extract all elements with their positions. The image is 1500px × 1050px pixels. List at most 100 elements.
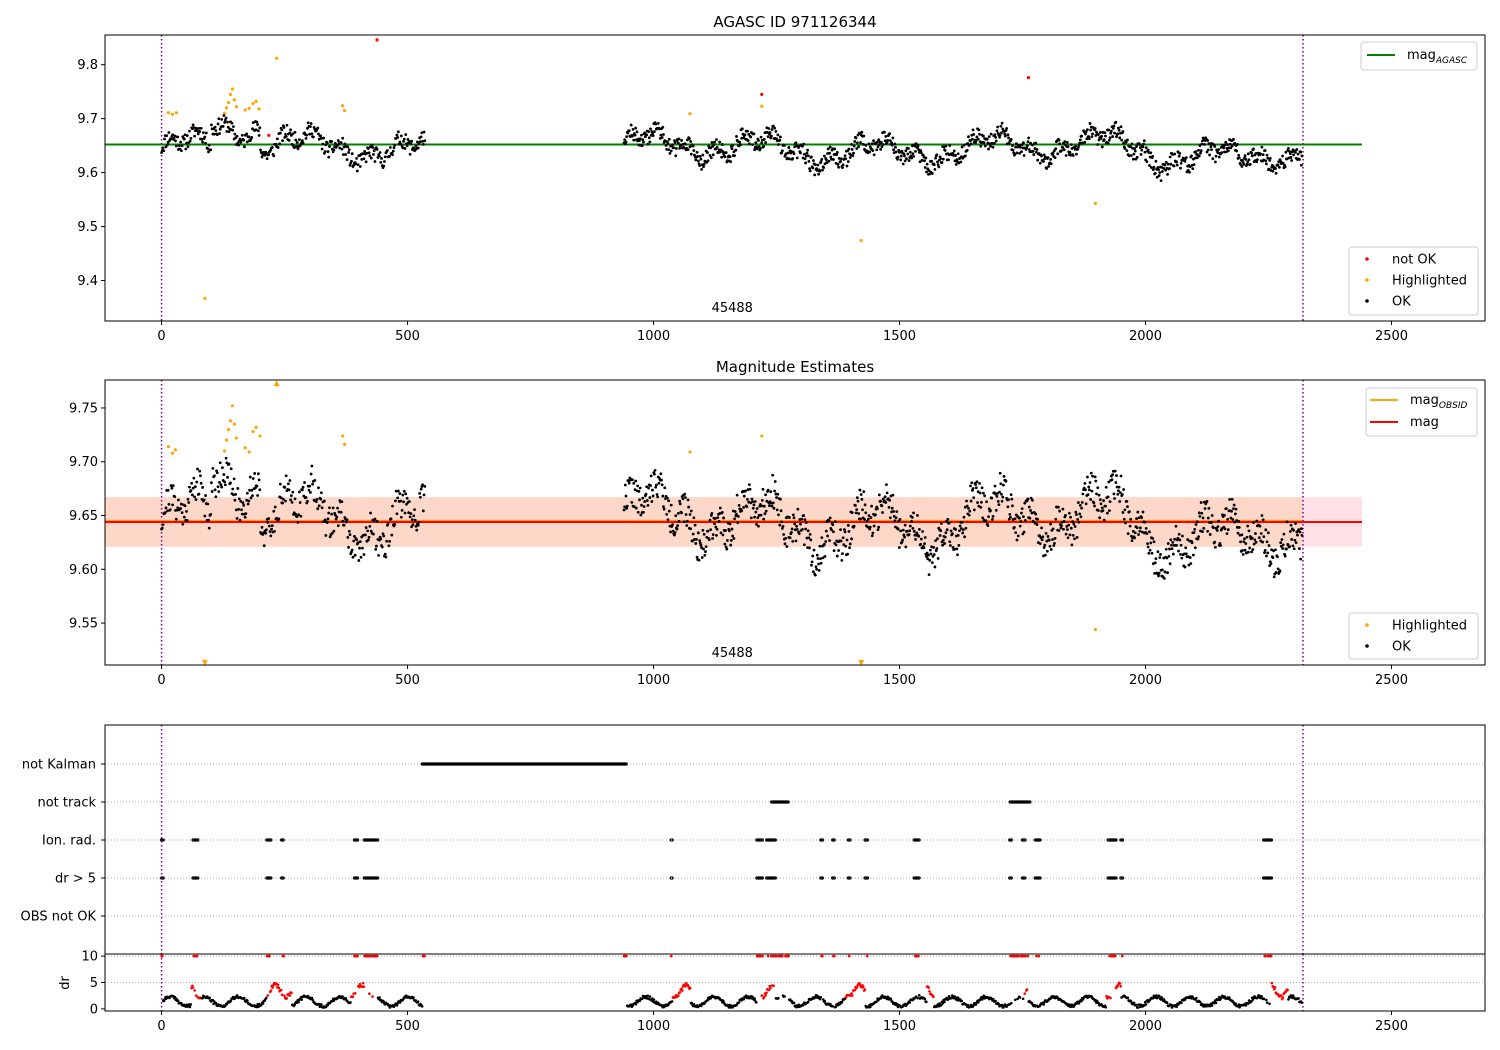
data-point <box>701 528 705 532</box>
data-point <box>774 129 778 133</box>
data-point <box>256 494 260 497</box>
data-point <box>954 163 958 166</box>
dr-point <box>974 1003 978 1006</box>
data-point <box>230 87 235 91</box>
data-point <box>251 430 255 434</box>
data-point <box>1157 574 1160 578</box>
dr-point <box>1010 1001 1013 1005</box>
data-point <box>746 139 750 142</box>
data-point <box>995 129 999 133</box>
data-point <box>1259 152 1263 156</box>
data-point <box>907 159 911 162</box>
data-point <box>673 533 676 537</box>
data-point <box>295 145 298 149</box>
data-point <box>1022 515 1025 519</box>
dr-point <box>1139 1005 1142 1009</box>
data-point <box>210 123 213 127</box>
data-point <box>1197 535 1200 539</box>
data-point <box>808 169 812 173</box>
data-point <box>1152 165 1156 169</box>
data-point <box>935 547 939 550</box>
data-point <box>1133 147 1136 150</box>
data-point <box>234 508 238 512</box>
data-point <box>660 478 663 482</box>
data-point <box>981 134 985 138</box>
data-point <box>1288 152 1292 156</box>
data-point <box>1097 133 1100 136</box>
data-point <box>1078 512 1082 516</box>
data-point <box>1003 134 1007 138</box>
dr-point <box>767 988 771 992</box>
data-point <box>667 499 671 503</box>
p1-title: AGASC ID 971126344 <box>713 13 876 31</box>
data-point <box>841 552 844 556</box>
data-point <box>974 486 978 490</box>
data-point <box>1015 151 1019 155</box>
data-point <box>794 539 798 543</box>
data-point <box>993 484 997 488</box>
data-point <box>217 490 221 494</box>
data-point <box>185 141 188 145</box>
data-point <box>1031 149 1035 153</box>
data-point <box>867 142 871 146</box>
data-point <box>956 553 959 557</box>
data-point <box>416 523 420 527</box>
data-point <box>199 126 203 130</box>
data-point <box>420 131 424 135</box>
data-point <box>950 532 954 536</box>
data-point <box>405 496 409 500</box>
data-point <box>943 149 947 152</box>
dr-point <box>173 995 177 999</box>
data-point <box>832 549 836 553</box>
data-point <box>1201 530 1204 533</box>
dr-point <box>938 1002 941 1005</box>
data-point <box>1129 517 1133 521</box>
data-point <box>218 461 222 465</box>
data-point <box>180 511 184 515</box>
data-point <box>949 544 952 547</box>
data-point <box>837 549 841 552</box>
data-point <box>331 531 334 535</box>
data-point <box>388 539 391 543</box>
data-point <box>843 528 846 531</box>
data-point <box>412 146 416 150</box>
dr-point <box>869 1005 872 1009</box>
data-point <box>229 481 232 485</box>
data-point <box>930 172 934 175</box>
data-point <box>185 519 189 522</box>
data-point <box>191 486 195 490</box>
data-point <box>1121 511 1125 514</box>
data-point <box>320 136 323 140</box>
data-point <box>667 509 671 513</box>
data-point <box>1228 142 1232 146</box>
data-point <box>760 141 764 145</box>
data-point <box>1186 168 1190 172</box>
data-point <box>186 145 190 149</box>
data-point <box>1299 150 1303 154</box>
x-tick-label: 0 <box>157 329 165 344</box>
data-point <box>969 139 972 143</box>
data-point <box>791 513 795 517</box>
data-point <box>689 509 693 513</box>
data-point <box>316 507 320 511</box>
data-point <box>854 136 858 140</box>
data-point <box>166 111 171 115</box>
data-point <box>1247 158 1251 162</box>
data-point <box>1217 148 1221 151</box>
data-point <box>1255 160 1259 164</box>
data-point <box>1091 474 1094 478</box>
data-point <box>1048 544 1052 548</box>
dr-point <box>831 1004 834 1008</box>
data-point <box>939 157 943 160</box>
data-point <box>403 147 407 150</box>
dr-point <box>966 1003 970 1007</box>
data-point <box>892 509 895 513</box>
data-point <box>1288 545 1292 549</box>
data-point <box>791 157 795 160</box>
data-point <box>702 532 706 536</box>
data-point <box>1288 529 1292 533</box>
data-point <box>790 530 793 534</box>
data-point <box>1103 131 1107 135</box>
legend-marker-swatch <box>1365 257 1369 261</box>
data-point <box>198 130 202 133</box>
